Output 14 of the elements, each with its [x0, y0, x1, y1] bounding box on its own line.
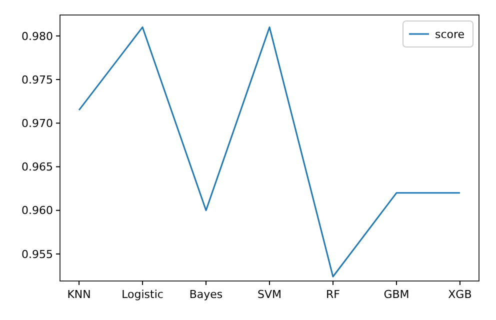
y-tick-label: 0.955 — [22, 248, 53, 261]
x-tick-label: GBM — [384, 288, 410, 301]
y-tick-label: 0.975 — [22, 73, 53, 86]
x-tick-label: SVM — [258, 288, 282, 301]
legend-label: score — [435, 28, 465, 41]
x-tick-label: XGB — [448, 288, 472, 301]
x-tick-label: Bayes — [189, 288, 223, 301]
y-tick-label: 0.980 — [22, 30, 53, 43]
x-tick-label: Logistic — [122, 288, 164, 301]
x-tick-label: KNN — [67, 288, 91, 301]
y-tick-label: 0.965 — [22, 160, 53, 174]
y-tick-label: 0.970 — [22, 116, 53, 130]
y-tick-label: 0.960 — [22, 204, 53, 218]
x-tick-label: RF — [326, 288, 340, 301]
